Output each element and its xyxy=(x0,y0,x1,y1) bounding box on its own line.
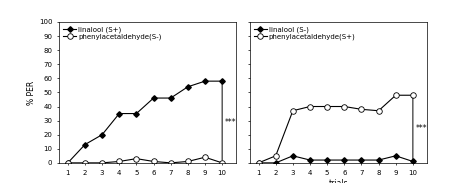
linalool (S-) xyxy=(341,159,347,161)
phenylacetaldehyde(S+) xyxy=(376,110,382,112)
phenylacetaldehyde(S-) xyxy=(202,156,208,158)
phenylacetaldehyde(S+) xyxy=(393,94,399,96)
linalool (S+) xyxy=(151,97,156,99)
Line: phenylacetaldehyde(S+): phenylacetaldehyde(S+) xyxy=(256,92,416,166)
linalool (S+) xyxy=(168,97,173,99)
phenylacetaldehyde(S-) xyxy=(134,158,139,160)
linalool (S-) xyxy=(273,162,279,164)
phenylacetaldehyde(S+) xyxy=(255,162,261,164)
phenylacetaldehyde(S-) xyxy=(168,162,173,164)
phenylacetaldehyde(S-) xyxy=(185,160,191,163)
Line: linalool (S-): linalool (S-) xyxy=(256,154,415,165)
Legend: linalool (S+), phenylacetaldehyde(S-): linalool (S+), phenylacetaldehyde(S-) xyxy=(63,25,162,41)
linalool (S+) xyxy=(202,80,208,82)
phenylacetaldehyde(S+) xyxy=(410,94,416,96)
phenylacetaldehyde(S-) xyxy=(65,162,71,164)
linalool (S+) xyxy=(185,86,191,88)
linalool (S+) xyxy=(82,143,88,146)
phenylacetaldehyde(S+) xyxy=(290,110,296,112)
phenylacetaldehyde(S-) xyxy=(219,162,225,164)
linalool (S+) xyxy=(117,112,122,115)
Legend: linalool (S-), phenylacetaldehyde(S+): linalool (S-), phenylacetaldehyde(S+) xyxy=(254,25,356,41)
X-axis label: trials: trials xyxy=(328,179,348,183)
phenylacetaldehyde(S+) xyxy=(307,105,313,108)
linalool (S-) xyxy=(376,159,382,161)
phenylacetaldehyde(S-) xyxy=(117,160,122,163)
linalool (S+) xyxy=(99,134,105,136)
linalool (S-) xyxy=(410,160,416,163)
linalool (S-) xyxy=(359,159,365,161)
Y-axis label: % PER: % PER xyxy=(27,80,36,104)
Text: ***: *** xyxy=(225,117,237,126)
phenylacetaldehyde(S+) xyxy=(273,155,279,157)
phenylacetaldehyde(S+) xyxy=(324,105,330,108)
linalool (S+) xyxy=(134,112,139,115)
Line: phenylacetaldehyde(S-): phenylacetaldehyde(S-) xyxy=(65,154,225,166)
linalool (S-) xyxy=(393,155,399,157)
phenylacetaldehyde(S+) xyxy=(359,108,365,110)
linalool (S-) xyxy=(255,162,261,164)
Line: linalool (S+): linalool (S+) xyxy=(66,79,224,165)
linalool (S-) xyxy=(307,159,313,161)
phenylacetaldehyde(S-) xyxy=(99,162,105,164)
Text: ***: *** xyxy=(415,124,427,133)
phenylacetaldehyde(S-) xyxy=(82,162,88,164)
linalool (S+) xyxy=(219,80,225,82)
linalool (S+) xyxy=(65,162,71,164)
phenylacetaldehyde(S-) xyxy=(151,160,156,163)
linalool (S-) xyxy=(290,155,296,157)
phenylacetaldehyde(S+) xyxy=(341,105,347,108)
linalool (S-) xyxy=(324,159,330,161)
